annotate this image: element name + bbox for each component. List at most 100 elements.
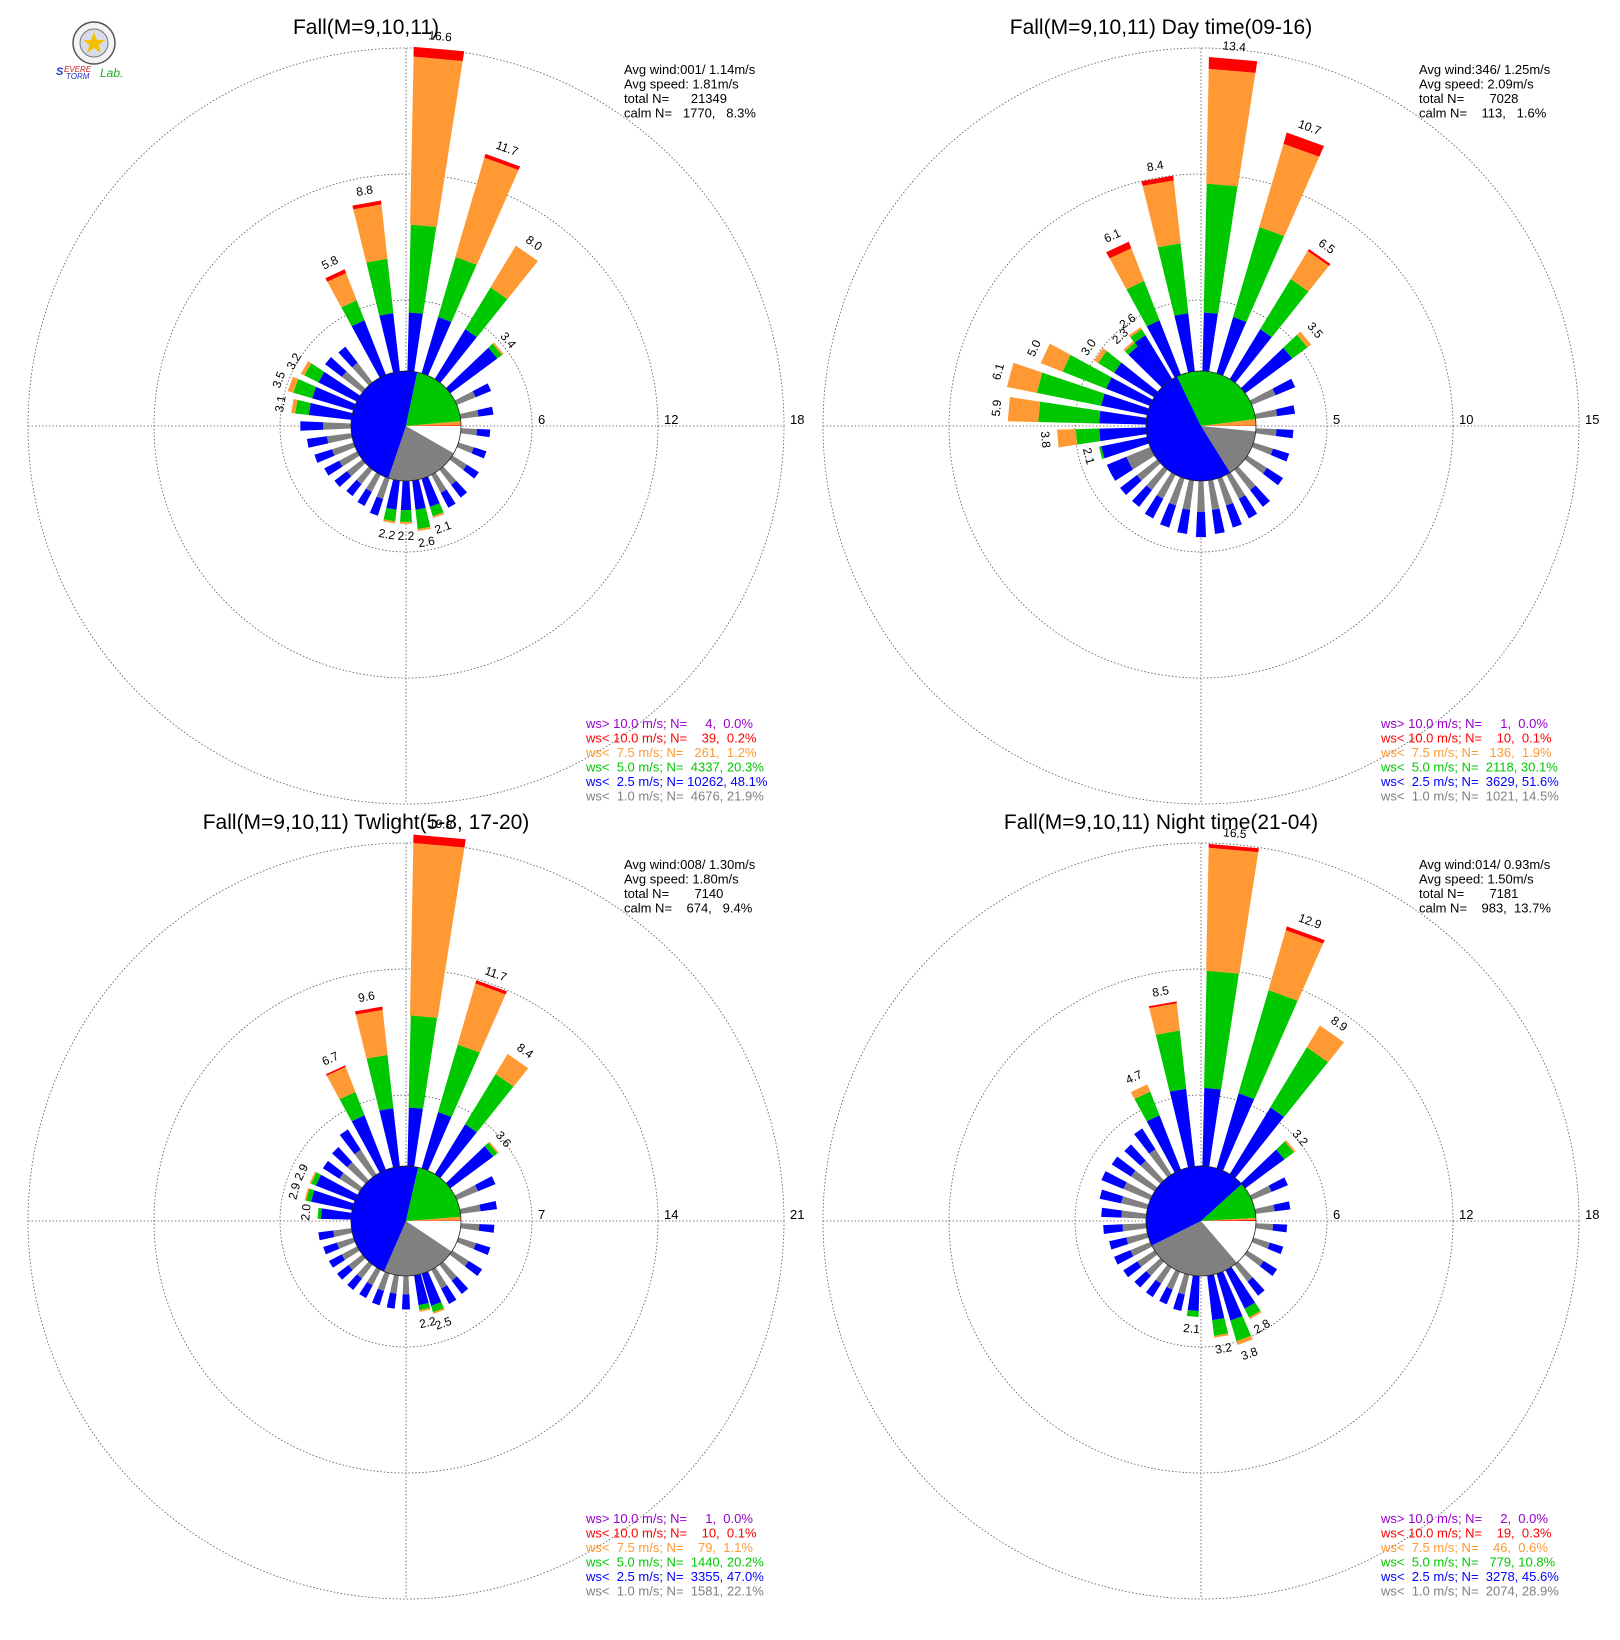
minor-bar-speed-part [1145,1279,1162,1298]
wind-rose-panel-4: 6 12 18 8.5 16.5 12.9 8.9 3.2 4.7 2.8 3.8 3.2 2.1 Fal… [822,811,1599,1600]
info-avg-wind: Avg wind:001/ 1.14m/s [624,62,756,77]
legend-entry: ws< 1.0 m/s; N= 4676, 21.9% [585,789,764,804]
minor-bar-calm-part [459,1204,481,1214]
bar-segment [327,272,357,308]
minor-bar-speed-part [1275,429,1294,439]
bar-segment [432,1308,445,1314]
minor-bar-calm-part [1251,442,1274,456]
minor-bar-speed-part [359,1282,373,1299]
bar-segment [1233,227,1285,322]
bar-segment [339,1091,365,1122]
bar-segment [1157,243,1189,316]
info-total: total N= 7181 [1419,886,1518,901]
minor-bar-speed-part [325,357,347,377]
bar-segment [421,1112,452,1171]
minor-bar-calm-part [333,1228,353,1238]
bar-segment [400,510,412,522]
legend-entry: ws> 10.0 m/s; N= 4, 0.0% [585,716,753,731]
minor-bar-speed-part [1276,405,1296,417]
legend-entry: ws< 2.5 m/s; N= 3278, 45.6% [1380,1569,1559,1584]
minor-bar-calm-part [1254,409,1278,419]
legend-entry: ws< 10.0 m/s; N= 19, 0.3% [1380,1526,1552,1541]
pie-slice-ws<7.5 [406,1216,461,1221]
bar-segment [1230,1316,1252,1342]
minor-bar-calm-part [1244,455,1268,474]
minor-bar-speed-part [1134,1128,1156,1154]
minor-bar-speed-part [1268,1177,1288,1192]
minor-bar-calm-part [389,1274,399,1294]
bar-segment [1285,926,1325,944]
minor-bar-speed-part [1262,467,1284,486]
minor-bar-calm-part [366,1267,381,1286]
minor-bar-calm-part [356,466,373,485]
minor-bar-speed-part [1225,502,1242,528]
minor-bar-calm-part [1130,1170,1158,1192]
minor-bar-speed-part [1159,1286,1173,1305]
legend-entry: ws< 7.5 m/s; N= 136, 1.9% [1380,745,1552,760]
minor-bar-speed-part [1250,485,1270,507]
bar-segment [465,287,508,338]
bar-segment [309,1171,317,1184]
chart-title: Fall(M=9,10,11) [293,16,439,39]
bar-segment [1124,342,1138,355]
ring-label: 6 [538,412,545,427]
bar-segment [407,312,423,372]
bar-segment [1126,280,1160,327]
minor-bar-calm-part [1123,1182,1153,1201]
wind-rose-panel-3: 7 14 21 9.6 19.8 11.7 8.4 3.6 6.7 2.92.9 2.0 2.52.2… [27,811,804,1600]
info-calm: calm N= 674, 9.4% [624,901,753,916]
bar-segment [410,56,463,227]
minor-bar-calm-part [1121,1210,1147,1219]
minor-bar-calm-part [1155,1264,1172,1284]
legend-entry: ws> 10.0 m/s; N= 1, 0.0% [1380,716,1548,731]
logo-text-severe: S [56,66,64,78]
minor-bar-calm-part [456,1237,477,1250]
bar-segment [1225,1266,1256,1309]
bar-segment [295,399,311,416]
bar-segment [1128,327,1142,338]
info-avg-speed: Avg speed: 1.50m/s [1419,872,1534,887]
bar-segment [432,512,445,519]
minor-bar-speed-part [339,1129,361,1155]
minor-bar-speed-part [478,1224,495,1233]
minor-bar-speed-part [300,421,324,431]
minor-bar-speed-part [1195,511,1207,538]
minor-bar-calm-part [1122,1223,1147,1232]
bar-segment [351,320,386,378]
minor-bar-speed-part [1267,1242,1284,1255]
minor-bar-speed-part [322,1160,344,1179]
legend-entry: ws< 1.0 m/s; N= 2074, 28.9% [1380,1584,1559,1599]
minor-bar-speed-part [477,406,494,417]
bar-segment [1204,970,1239,1090]
bar-segment [1216,1271,1243,1321]
bar-segment [421,317,452,376]
legend-entry: ws< 5.0 m/s; N= 2118, 30.1% [1380,760,1558,775]
info-calm: calm N= 983, 13.7% [1419,901,1551,916]
info-total: total N= 21349 [624,91,727,106]
logo-text-lab: Lab. [100,66,123,80]
ring-label: 14 [664,1207,678,1222]
minor-bar-speed-part [475,1176,496,1192]
minor-bar-speed-part [1144,495,1164,519]
logo-star [83,32,105,53]
bar-value-label: 3.2 [284,350,305,372]
minor-bar-speed-part [463,464,479,479]
bar-segment [1240,347,1293,394]
bar-segment [306,1188,315,1202]
bar-segment [1236,1335,1253,1345]
info-avg-wind: Avg wind:014/ 0.93m/s [1419,857,1551,872]
pie-outline [1145,1165,1257,1277]
minor-bar-speed-part [334,471,352,488]
minor-bar-speed-part [451,480,468,498]
pie-slice-ws<2.5 [1146,1166,1242,1246]
bar-value-label: 3.2 [1214,1340,1233,1357]
minor-bar-speed-part [386,1292,397,1309]
bar-segment [1259,143,1320,237]
bar-segment [465,1073,514,1133]
bar-value-label: 2.2 [398,529,415,543]
pie-slice-ws<10.0 [406,425,462,426]
legend-entry: ws< 7.5 m/s; N= 46, 0.6% [1380,1540,1548,1555]
bar-segment [1174,313,1195,373]
bar-segment [1109,248,1145,290]
